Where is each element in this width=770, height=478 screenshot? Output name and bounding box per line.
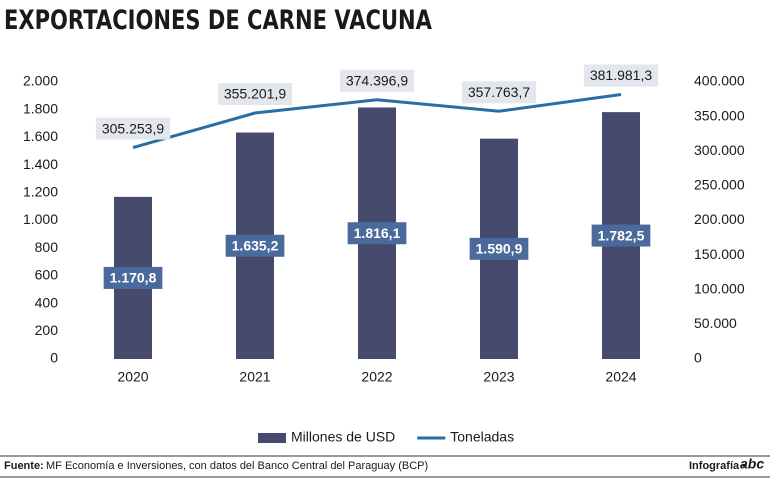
value-label-box — [591, 224, 651, 247]
value-label: 1.590,9 — [476, 241, 523, 257]
y2-tick-label: 200.000 — [694, 211, 745, 227]
value-label: 1.816,1 — [354, 225, 401, 241]
y-tick-label: 400 — [35, 294, 59, 310]
legend-swatch — [258, 433, 286, 443]
y-tick-label: 1.800 — [23, 100, 58, 116]
value-label-box — [347, 222, 407, 245]
value-label-box — [217, 83, 293, 106]
x-tick-label: 2023 — [483, 369, 514, 385]
value-label: 355.201,9 — [224, 86, 286, 102]
x-tick-label: 2022 — [361, 369, 392, 385]
y-tick-label: 1.000 — [23, 211, 58, 227]
y2-tick-label: 250.000 — [694, 177, 745, 193]
y-tick-label: 1.600 — [23, 128, 58, 144]
x-tick-label: 2024 — [605, 369, 636, 385]
legend-label: Millones de USD — [291, 429, 395, 445]
value-label-box — [469, 237, 529, 260]
source: MF Economía e Inversiones, con datos del… — [46, 460, 428, 472]
value-label-box — [339, 69, 415, 92]
value-label: 374.396,9 — [346, 72, 408, 88]
x-tick-label: 2020 — [117, 369, 148, 385]
legend-label: Toneladas — [450, 429, 514, 445]
value-label: 381.981,3 — [590, 67, 652, 83]
y-tick-label: 1.200 — [23, 184, 58, 200]
y-tick-label: 1.400 — [23, 156, 58, 172]
y2-tick-label: 150.000 — [694, 246, 745, 262]
y-tick-label: 0 — [50, 350, 58, 366]
y2-tick-label: 50.000 — [694, 315, 737, 331]
line — [132, 92, 622, 150]
y2-tick-label: 400.000 — [694, 73, 745, 89]
value-label: 305.253,9 — [102, 120, 164, 136]
logo: abc — [740, 456, 764, 472]
value-label-box — [583, 64, 659, 87]
chart-title: EXPORTACIONES DE CARNE VACUNA — [4, 4, 432, 35]
y-tick-label: 2.000 — [23, 73, 58, 89]
y2-tick-label: 100.000 — [694, 280, 745, 296]
y-tick-label: 800 — [35, 239, 59, 255]
value-label: 357.763,7 — [468, 84, 530, 100]
value-label-box — [225, 234, 285, 257]
y-tick-label: 600 — [35, 267, 59, 283]
value-label: 1.170,8 — [110, 270, 157, 286]
value-label-box — [95, 117, 171, 140]
value-label-box — [103, 266, 163, 289]
source-label: Fuente: — [4, 460, 44, 472]
y2-tick-label: 0 — [694, 350, 702, 366]
x-tick-label: 2021 — [239, 369, 270, 385]
credit: Infografía • — [689, 460, 746, 472]
value-label: 1.635,2 — [232, 237, 279, 253]
y2-tick-label: 350.000 — [694, 107, 745, 123]
y-tick-label: 200 — [35, 322, 59, 338]
value-label-box — [461, 81, 537, 104]
y2-tick-label: 300.000 — [694, 142, 745, 158]
value-label: 1.782,5 — [598, 227, 645, 243]
